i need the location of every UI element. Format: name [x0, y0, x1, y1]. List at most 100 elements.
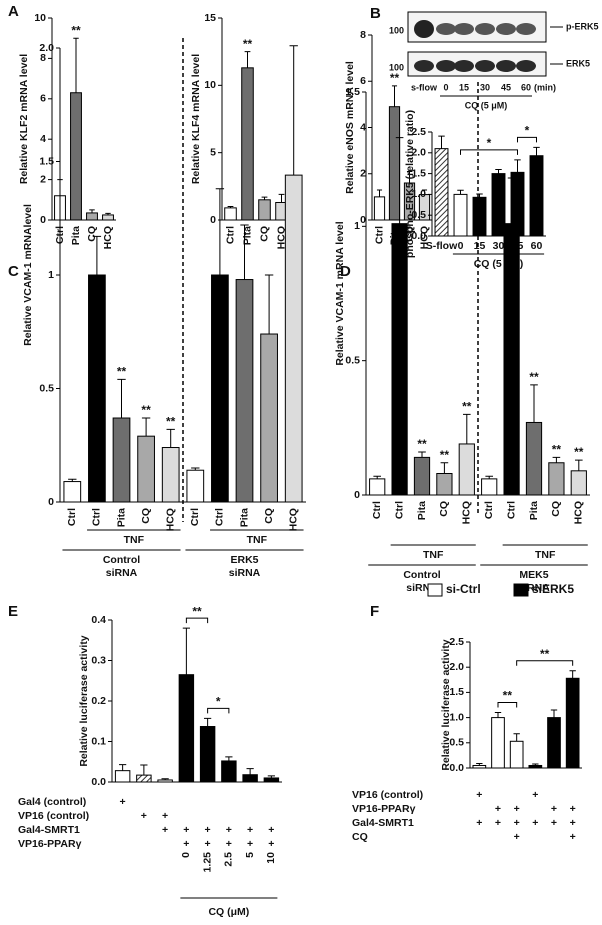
significance-bracket: [207, 707, 230, 714]
condition-mark: +: [162, 810, 168, 822]
x-tick-label: 0: [458, 240, 464, 252]
condition-mark: +: [120, 796, 126, 808]
y-tick-label: 0.5: [411, 209, 426, 221]
significance-label: **: [440, 448, 450, 462]
x-tick-label: Ctrl: [224, 226, 236, 244]
blot-band: [496, 60, 516, 72]
y-tick-label: 1.0: [411, 188, 426, 200]
group-label: TNF: [423, 549, 444, 561]
bar: [88, 274, 106, 503]
x-tick-label: CQ: [140, 508, 152, 524]
dose-label: 2.5: [223, 852, 235, 867]
x-tick-label: CQ: [258, 226, 270, 242]
error-bar: [550, 709, 558, 718]
condition-mark: +: [183, 838, 189, 850]
x-tick-label: Ctrl: [66, 508, 78, 526]
significance-label: **: [503, 689, 513, 703]
lane-label: 15: [459, 82, 469, 92]
bar: [391, 223, 408, 496]
y-tick-label: 0.5: [345, 354, 360, 366]
condition-label: CQ: [352, 831, 368, 843]
error-bar: [244, 51, 251, 68]
y-tick-label: 2: [360, 168, 366, 180]
bar: [481, 478, 498, 496]
error-bar: [476, 193, 483, 198]
condition-mark: +: [514, 803, 520, 815]
error-bar: [514, 159, 521, 173]
dose-label: 0: [180, 852, 192, 858]
y-tick-label: 1.5: [345, 86, 360, 98]
error-bar: [117, 378, 126, 419]
y-tick-label: 1: [354, 220, 360, 232]
error-bar: [267, 775, 275, 778]
condition-mark: +: [268, 838, 274, 850]
treatment-label: CQ (5 μM): [465, 100, 508, 110]
y-tick-label: 6: [360, 75, 366, 87]
condition-mark: +: [570, 831, 576, 843]
y-tick-label: 5: [210, 146, 216, 158]
condition-label: VP16 (control): [352, 789, 423, 801]
x-tick-label: Ctrl: [373, 226, 385, 244]
bar: [137, 435, 155, 503]
x-tick-label: Pita: [115, 508, 127, 527]
x-tick-label: 15: [474, 240, 486, 252]
error-bar: [485, 475, 494, 479]
error-bar: [507, 177, 516, 224]
condition-label: VP16-PPARγ: [352, 803, 416, 815]
significance-label: **: [540, 647, 550, 661]
lane-label: 60: [521, 82, 531, 92]
error-bar: [552, 456, 561, 463]
x-tick-label: HCQ: [102, 226, 114, 249]
bar: [458, 443, 475, 496]
significance-label: **: [552, 443, 562, 457]
x-tick-label: Ctrl: [214, 508, 226, 526]
bar: [436, 473, 453, 496]
x-tick-label: CQ: [550, 501, 562, 517]
bar: [86, 212, 98, 221]
bar: [242, 774, 258, 783]
panel-letter: B: [370, 5, 381, 22]
panel-letter: A: [8, 3, 19, 20]
y-tick-label: 1.0: [449, 711, 464, 723]
significance-label: *: [216, 695, 221, 709]
lane-label: 45: [501, 82, 511, 92]
significance-bracket: [185, 617, 209, 624]
error-bar: [494, 712, 502, 718]
significance-label: *: [487, 136, 492, 150]
significance-label: **: [243, 37, 253, 51]
error-bar: [421, 189, 428, 195]
condition-mark: +: [514, 831, 520, 843]
y-axis-label: Relative VCAM-1 mRNA level: [334, 221, 346, 365]
x-tick-label: 60: [531, 240, 543, 252]
condition-mark: +: [570, 803, 576, 815]
bar: [529, 155, 544, 237]
y-tick-label: 0.4: [91, 614, 106, 626]
blot-band: [454, 23, 474, 35]
panel-letter: E: [8, 603, 18, 620]
significance-label: **: [390, 71, 400, 85]
error-bar: [289, 45, 298, 176]
bar: [263, 777, 280, 783]
y-tick-label: 2.0: [39, 42, 54, 54]
bar: [503, 223, 520, 496]
y-tick-label: 1: [48, 269, 54, 281]
error-bar: [204, 717, 212, 727]
blot-band: [516, 23, 536, 35]
significance-bracket: [497, 702, 518, 708]
condition-label: Gal4-SMRT1: [352, 817, 414, 829]
bar: [547, 717, 561, 769]
condition-mark: +: [247, 824, 253, 836]
y-tick-label: 6: [40, 93, 46, 105]
condition-label: Gal4 (control): [18, 796, 86, 808]
bar: [258, 199, 271, 221]
bar: [112, 417, 131, 503]
error-bar: [92, 235, 102, 275]
bar: [136, 774, 152, 783]
bar: [472, 196, 487, 237]
y-tick-label: 4: [40, 133, 46, 145]
condition-mark: +: [495, 803, 501, 815]
lane-label: 0: [443, 82, 448, 92]
lane-label: (min): [534, 82, 556, 92]
bar: [528, 764, 543, 769]
x-tick-label: Pita: [241, 226, 253, 245]
